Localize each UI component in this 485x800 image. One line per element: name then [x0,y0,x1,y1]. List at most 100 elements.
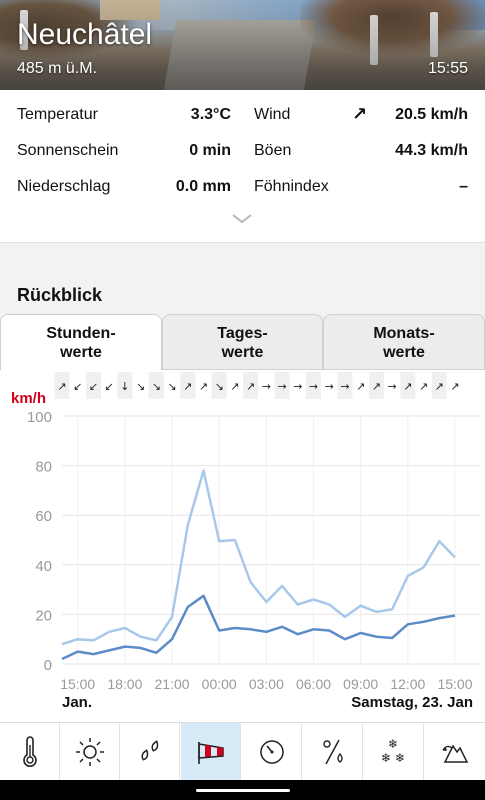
wind-direction-icon: ↙ [89,380,98,393]
foehn-index-value: – [459,178,468,195]
wind-direction-icon: → [262,380,271,393]
direction-strip-cell [306,372,322,399]
tab-label-line1: Monats- [373,325,435,342]
arrow-northeast-icon: ↗ [352,104,368,124]
wind-direction-icon: → [277,380,286,393]
foehn-index-label: Föhnindex [254,178,329,195]
section-divider [0,242,485,262]
direction-strip-cell [180,372,196,399]
wind-direction-icon: ↗ [450,380,459,393]
direction-strip-cell [54,372,70,399]
chevron-down-icon[interactable] [230,212,254,228]
direction-strip-cell [337,372,353,399]
nav-precipitation[interactable] [120,723,180,780]
wind-direction-icon: → [325,380,334,393]
gusts-label: Böen [254,142,292,159]
x-tick-label: 15:00 [437,676,472,692]
tab-underline [162,369,485,370]
windsock-icon [197,741,224,764]
x-tick-label: 00:00 [202,676,237,692]
wind-chart[interactable]: ↗ ↙ ↙ ↙ ↓ ↘ ↘ ↘ ↗ ↗ ↘ ↗ ↗ → → → → → → ↗ ↗ → ↗ ↗ ↗ ↗ 0 20 40 60 80 100 15… [0,370,485,720]
precipitation-label: Niederschlag [17,178,111,195]
temperature-value: 3.3°C [190,106,231,123]
thermometer-icon [22,735,37,767]
wind-direction-icon: ↗ [435,380,444,393]
parameter-nav: ❄ ❄ ❄ [0,722,485,780]
current-values[interactable]: Temperatur 3.3°C Wind ↗ 20.5 km/h Sonnen… [0,90,485,242]
direction-strip-cell [400,372,416,399]
wind-direction-icon: ↘ [152,380,161,393]
series-line [61,594,456,661]
wind-direction-icon: ↗ [230,380,239,393]
wind-direction-icon: ↗ [419,380,428,393]
direction-strip-cell [274,372,290,399]
home-indicator[interactable] [196,789,290,792]
nav-humidity[interactable] [303,723,363,780]
review-title: Rückblick [17,285,103,305]
values-row: Sonnenschein 0 min Böen 44.3 km/h [0,134,485,170]
direction-strip-cell [368,372,384,399]
wind-direction-icon: ↘ [136,380,145,393]
y-tick-label: 40 [35,558,52,575]
wind-direction-icon: → [340,380,349,393]
panorama-shade [0,0,485,90]
tab-label-line1: Stunden- [46,325,116,342]
tab-label-line2: werte [383,344,425,361]
nav-sunshine[interactable] [60,723,120,780]
wind-label: Wind [254,106,291,123]
wind-chart-svg: ↗ ↙ ↙ ↙ ↓ ↘ ↘ ↘ ↗ ↗ ↘ ↗ ↗ → → → → → → ↗ ↗ → ↗ ↗ ↗ ↗ 0 20 40 60 80 100 15… [27,372,480,711]
wind-direction-icon: ↙ [73,380,82,393]
x-tick-label: 06:00 [296,676,331,692]
precipitation-value: 0.0 mm [175,178,231,195]
nav-temperature[interactable] [0,723,60,780]
foehn-mountain-icon [442,744,469,763]
date-label-left: Jan. [62,694,92,711]
direction-strip-cell [243,372,259,399]
direction-strip-cell [431,372,447,399]
wind-direction-icon: ↙ [105,380,114,393]
x-tick-label: 21:00 [155,676,190,692]
wind-direction-icon: ↘ [167,380,176,393]
interval-tabs: Stunden- werte Tages- werte Monats- wert… [0,314,485,370]
temperature-label: Temperatur [17,106,98,123]
values-row: Niederschlag 0.0 mm Föhnindex – [0,170,485,206]
wind-direction-icon: → [388,380,397,393]
sunshine-label: Sonnenschein [17,142,119,159]
wind-direction-icon: ↗ [356,380,365,393]
snowflakes-icon: ❄❄ ❄ [381,737,405,765]
wind-direction-icon: ↗ [403,380,412,393]
station-panorama: Neuchâtel 485 m ü.M. 15:55 [0,0,485,90]
wind-direction-icon: ↗ [57,380,66,393]
station-name: Neuchâtel [17,18,153,51]
svg-text:❄: ❄ [395,751,405,765]
tab-daily[interactable]: Tages- werte [162,314,323,370]
wind-direction-icon: ↓ [120,380,129,393]
panorama-trees-right [300,0,485,55]
system-home-bar [0,780,485,800]
tab-hourly[interactable]: Stunden- werte [0,314,162,370]
x-tick-label: 15:00 [60,676,95,692]
pressure-gauge-icon [259,739,284,764]
chart-unit-label: km/h [11,390,47,407]
nav-snow[interactable]: ❄ ❄ ❄ [364,723,424,780]
svg-text:❄: ❄ [381,751,391,765]
x-tick-label: 18:00 [107,676,142,692]
direction-strip-cell [85,372,101,399]
wind-direction-icon: ↘ [215,380,224,393]
humidity-percent-icon [322,739,343,764]
wind-value: 20.5 km/h [395,106,468,123]
panorama-post [20,10,28,50]
sunshine-value: 0 min [189,142,231,159]
panorama-post [430,12,438,57]
y-tick-label: 60 [35,508,52,525]
tab-label-line2: werte [60,344,102,361]
y-tick-label: 80 [35,459,52,476]
nav-foehn[interactable] [425,723,485,780]
tab-monthly[interactable]: Monats- werte [323,314,485,370]
panorama-post [370,15,378,65]
direction-strip-cell [117,372,133,399]
nav-pressure[interactable] [242,723,302,780]
direction-strip-cell [148,372,164,399]
direction-strip-cell [211,372,227,399]
nav-wind[interactable] [181,723,241,780]
